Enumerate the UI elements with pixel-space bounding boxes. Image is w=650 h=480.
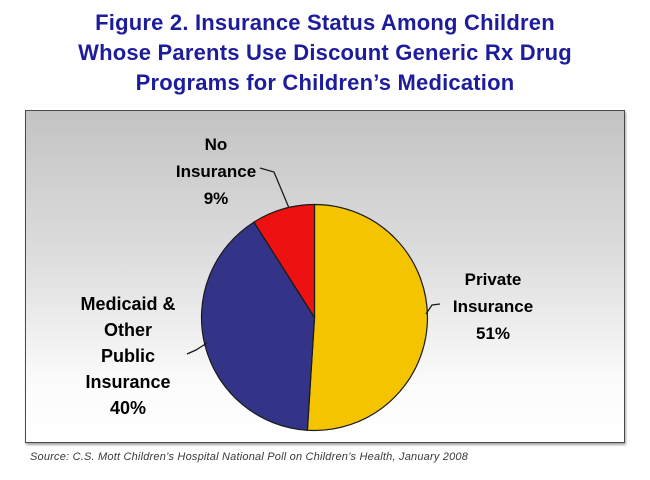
pie-chart	[186, 167, 441, 432]
slice-label-line: 40%	[109, 398, 147, 418]
figure-title-line-3: Programs for Children’s Medication	[135, 70, 515, 95]
pie-slices	[200, 203, 429, 432]
slice-label-line: Private	[464, 270, 522, 289]
leader-line-no-insurance	[259, 167, 290, 209]
slice-label-line: Public	[100, 346, 155, 366]
slice-label-line: 51%	[475, 324, 511, 343]
slice-label-line: Insurance	[175, 162, 257, 181]
slice-label-medicaid: Medicaid & Other Public Insurance 40%	[58, 291, 198, 421]
slice-label-line: Insurance	[452, 297, 534, 316]
slice-label-private-insurance: Private Insurance 51%	[423, 266, 563, 347]
slice-label-line: No	[204, 135, 228, 154]
slice-label-line: Insurance	[85, 372, 171, 392]
chart-panel: No Insurance 9% Medicaid & Other Public …	[25, 110, 625, 443]
figure-title-line-1: Figure 2. Insurance Status Among Childre…	[95, 10, 555, 35]
leader-line-private-insurance	[425, 303, 441, 315]
pie-slice-private-insurance	[306, 203, 429, 432]
pie-slice-no-insurance	[253, 203, 316, 320]
slice-label-line: Medicaid &	[80, 294, 176, 314]
leader-line-medicaid	[186, 342, 208, 355]
slice-label-no-insurance: No Insurance 9%	[146, 131, 286, 212]
slice-label-line: 9%	[203, 189, 229, 208]
source-note: Source: C.S. Mott Children’s Hospital Na…	[30, 451, 469, 463]
slice-label-line: Other	[103, 320, 152, 340]
figure-title-line-2: Whose Parents Use Discount Generic Rx Dr…	[78, 40, 572, 65]
pie-slice-medicaid-other-public-insurance	[200, 221, 316, 431]
figure-title: Figure 2. Insurance Status Among Childre…	[0, 8, 650, 98]
